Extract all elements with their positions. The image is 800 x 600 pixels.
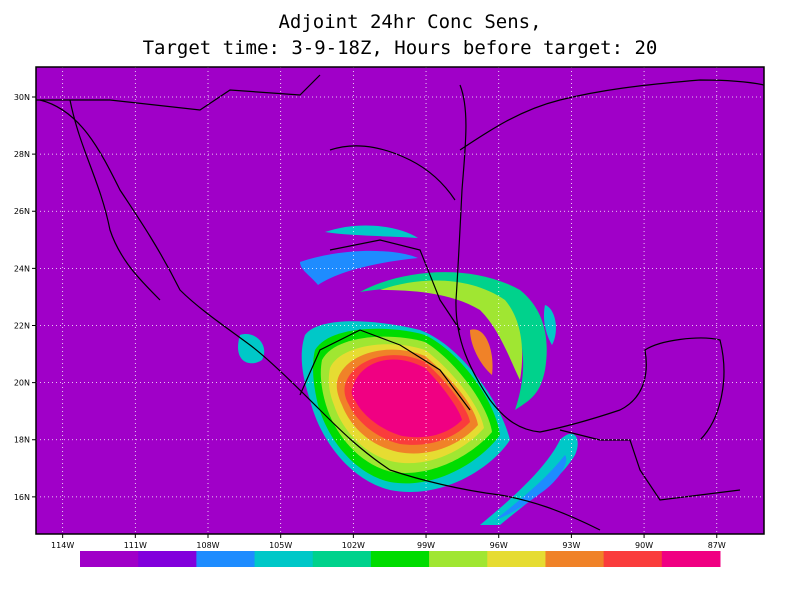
contour-arc [470,329,493,375]
x-tick-label: 108W [196,541,219,550]
colorbar-swatch [254,551,314,567]
colorbar-swatch [312,551,372,567]
coastline [69,99,161,301]
y-tick-label: 20N [14,379,30,388]
y-tick-label: 28N [14,150,30,159]
plot-frame [35,66,765,535]
coastline [39,99,601,531]
coastline [36,74,456,201]
y-tick-label: 18N [14,436,30,445]
y-tick-label: 22N [14,321,30,330]
coastline [459,79,765,151]
contour-tail [480,433,578,525]
title-line: Adjoint 24hr Conc Sens, [278,11,541,33]
colorbar-swatch [487,551,546,567]
colorbar-swatch [545,551,605,567]
y-tick-label: 24N [14,264,30,273]
contour-arc [300,250,418,285]
colorbar-swatch [661,551,721,567]
colorbar-swatch [196,551,256,567]
x-tick-label: 105W [269,541,292,550]
y-tick-label: 26N [14,207,30,216]
x-tick-label: 93W [562,541,580,550]
x-tick-label: 90W [635,541,653,550]
coastline [299,239,471,411]
x-tick-label: 99W [417,541,435,550]
y-tick-label: 30N [14,93,30,102]
y-tick-label: 16N [14,493,30,502]
contour-main [351,359,462,438]
x-tick-label: 111W [124,541,147,550]
colorbar-swatch [138,551,197,567]
colorbar-swatch [370,551,430,567]
colorbar-swatch [603,551,663,567]
x-tick-label: 87W [708,541,726,550]
x-tick-label: 102W [342,541,365,550]
x-tick-label: 96W [490,541,508,550]
colorbar-swatch [429,551,488,567]
contour-arc [380,280,523,380]
coastline [455,84,725,441]
contour-arc [360,272,547,410]
colorbar-swatch [80,551,139,567]
title-line: Target time: 3-9-18Z, Hours before targe… [143,37,658,59]
contour-arc [543,305,556,345]
contour-arc [325,225,418,238]
x-tick-label: 114W [51,541,74,550]
